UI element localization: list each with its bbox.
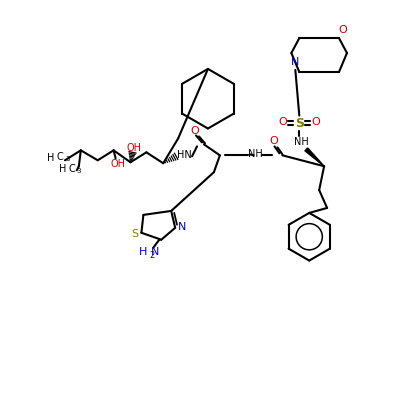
Text: HN: HN (177, 150, 192, 160)
Text: C: C (57, 152, 63, 162)
Text: O: O (339, 25, 347, 35)
Text: N: N (291, 57, 300, 67)
Text: NH: NH (294, 138, 309, 148)
Text: S: S (295, 117, 304, 130)
Text: C: C (68, 164, 75, 174)
Text: 3: 3 (65, 156, 70, 162)
Text: O: O (269, 136, 278, 146)
Text: OH: OH (127, 143, 142, 153)
Text: H: H (47, 153, 55, 163)
Text: O: O (191, 126, 200, 136)
Text: O: O (278, 116, 287, 126)
Text: 2: 2 (149, 251, 155, 260)
Polygon shape (305, 148, 324, 166)
Text: N: N (178, 222, 186, 232)
Text: O: O (312, 116, 320, 126)
Text: N: N (151, 247, 160, 257)
Text: OH: OH (110, 159, 125, 169)
Text: 3: 3 (77, 168, 81, 174)
Text: NH: NH (248, 149, 263, 159)
Text: S: S (131, 229, 138, 239)
Text: H: H (139, 247, 148, 257)
Text: H: H (59, 164, 67, 174)
